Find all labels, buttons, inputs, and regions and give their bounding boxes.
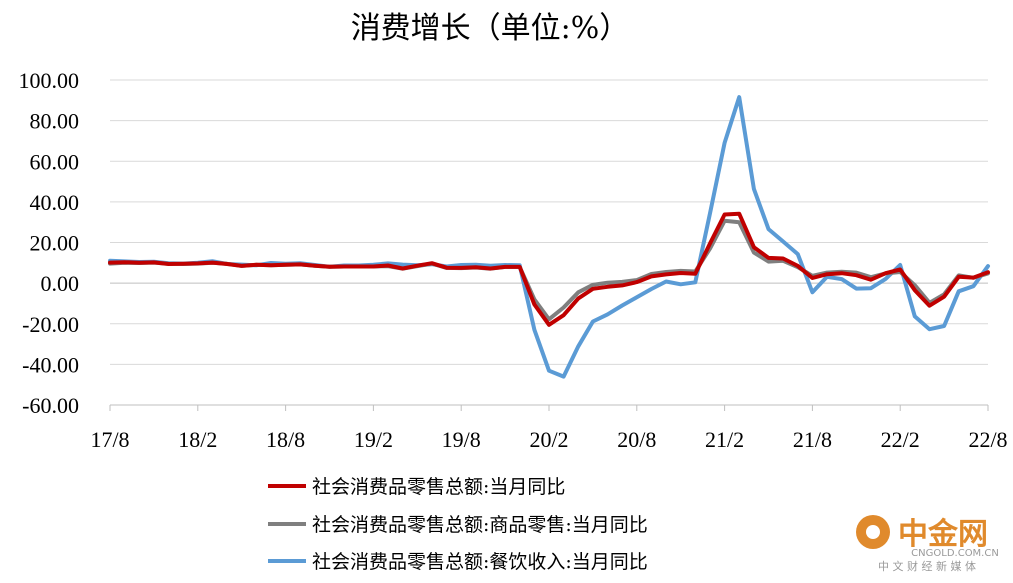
y-tick-label: 20.00 [30, 231, 80, 256]
legend-label-goods: 社会消费品零售总额:商品零售:当月同比 [312, 514, 648, 536]
x-tick-label: 19/2 [354, 427, 393, 452]
y-tick-label: -20.00 [22, 312, 79, 337]
y-tick-label: -60.00 [22, 393, 79, 418]
y-tick-label: 40.00 [30, 190, 80, 215]
x-tick-label: 18/8 [266, 427, 305, 452]
watermark: 中金网 CNGOLD.COM.CN 中 文 财 经 新 媒 体 [856, 515, 999, 573]
watermark-tagline: 中 文 财 经 新 媒 体 [878, 559, 976, 573]
y-tick-label: 60.00 [30, 149, 80, 174]
series-line-retail [108, 211, 990, 327]
x-tick-label: 22/2 [881, 427, 920, 452]
x-axis-ticks: 17/8 18/2 18/8 19/2 19/8 20/2 20/8 21/2 21/8 22/2… [90, 405, 1008, 452]
x-tick-label: 17/8 [90, 427, 129, 452]
x-tick-label: 20/2 [529, 427, 568, 452]
legend-label-retail: 社会消费品零售总额:当月同比 [312, 476, 565, 498]
x-tick-label: 20/8 [617, 427, 656, 452]
series-line-goods [108, 218, 990, 322]
legend-label-catering: 社会消费品零售总额:餐饮收入:当月同比 [312, 551, 648, 573]
legend: 社会消费品零售总额:当月同比 社会消费品零售总额:商品零售:当月同比 社会消费品… [268, 476, 648, 573]
y-tick-label: 80.00 [30, 109, 80, 134]
y-tick-label: -40.00 [22, 352, 79, 377]
y-axis-ticks: 100.00 80.00 60.00 40.00 20.00 0.00 -20.00 -40.… [19, 68, 80, 418]
chart-title: 消费增长（单位:%） [351, 11, 630, 46]
y-tick-label: 100.00 [19, 68, 80, 93]
series-group [108, 95, 990, 379]
x-tick-label: 18/2 [178, 427, 217, 452]
watermark-domain: CNGOLD.COM.CN [911, 548, 999, 559]
series-line-catering [108, 95, 990, 379]
grid-lines [110, 79, 988, 406]
x-tick-label: 21/8 [793, 427, 832, 452]
watermark-logo-inner [866, 525, 880, 539]
watermark-brand: 中金网 [898, 517, 988, 552]
y-tick-label: 0.00 [41, 271, 80, 296]
x-tick-label: 19/8 [442, 427, 481, 452]
x-tick-label: 22/8 [968, 427, 1007, 452]
x-tick-label: 21/2 [705, 427, 744, 452]
